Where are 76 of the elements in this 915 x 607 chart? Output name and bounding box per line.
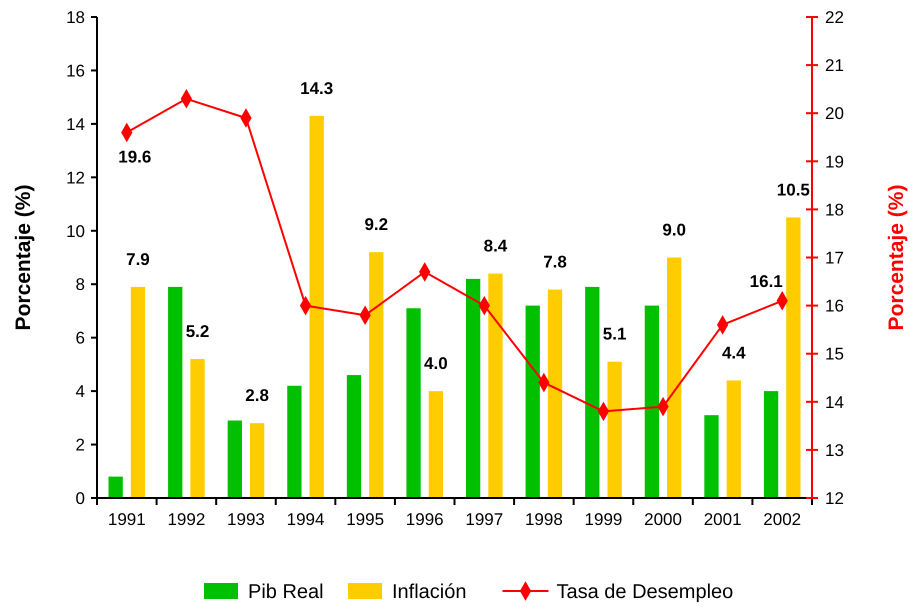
data-label: 9.0 bbox=[662, 220, 686, 240]
y-tick-label: 4 bbox=[76, 382, 85, 402]
y-tick-label: 6 bbox=[76, 328, 85, 348]
bar bbox=[287, 386, 302, 498]
bar bbox=[466, 278, 480, 498]
data-label: 19.6 bbox=[118, 147, 152, 166]
y2-tick-label: 14 bbox=[825, 392, 844, 412]
y2-tick-label: 20 bbox=[825, 104, 844, 124]
x-tick-label: 2001 bbox=[704, 510, 742, 529]
data-label: 7.9 bbox=[126, 250, 150, 269]
data-label: 9.2 bbox=[364, 215, 388, 234]
x-tick-label: 2000 bbox=[644, 510, 682, 529]
data-label: 7.8 bbox=[543, 252, 567, 272]
data-label: 16.1 bbox=[750, 272, 783, 291]
bar bbox=[428, 391, 444, 498]
y-tick-label: 12 bbox=[66, 168, 85, 188]
y2-tick-label: 15 bbox=[825, 344, 844, 364]
y2-tick-label: 16 bbox=[825, 296, 844, 316]
x-tick-label: 1993 bbox=[227, 510, 265, 529]
y2-tick-label: 22 bbox=[825, 8, 844, 27]
x-tick-label: 1998 bbox=[524, 510, 563, 529]
bar bbox=[585, 286, 600, 498]
y2-tick-label: 19 bbox=[825, 152, 844, 172]
legend-label: Inflación bbox=[392, 581, 466, 603]
y2-tick-label: 17 bbox=[825, 248, 844, 268]
x-tick-label: 1992 bbox=[167, 510, 206, 529]
bar bbox=[168, 286, 182, 498]
data-label: 10.5 bbox=[776, 180, 810, 200]
bar bbox=[488, 274, 503, 498]
y-tick-label: 16 bbox=[66, 61, 85, 80]
bar bbox=[644, 306, 660, 498]
y2-tick-label: 13 bbox=[825, 440, 844, 460]
data-label: 14.3 bbox=[300, 78, 334, 98]
y-tick-label: 10 bbox=[66, 222, 85, 241]
data-label: 8.4 bbox=[484, 236, 508, 256]
y-tick-label: 2 bbox=[76, 436, 85, 455]
x-tick-label: 1996 bbox=[406, 510, 444, 529]
bar bbox=[346, 375, 362, 498]
y2-tick-label: 12 bbox=[825, 489, 844, 508]
bar bbox=[369, 252, 384, 498]
x-tick-label: 1995 bbox=[346, 510, 384, 529]
bar bbox=[108, 476, 123, 498]
y-tick-label: 8 bbox=[76, 275, 85, 294]
x-tick-label: 1991 bbox=[108, 510, 146, 529]
bar bbox=[764, 391, 778, 498]
y-tick-label: 14 bbox=[66, 114, 85, 134]
bar bbox=[548, 290, 562, 498]
x-tick-label: 1994 bbox=[286, 510, 324, 529]
bar bbox=[607, 362, 622, 498]
data-label: 5.2 bbox=[186, 322, 210, 342]
bar bbox=[130, 286, 146, 498]
bar bbox=[786, 217, 801, 498]
data-label: 4.0 bbox=[424, 354, 448, 374]
bar bbox=[726, 380, 741, 498]
legend-label: Tasa de Desempleo bbox=[556, 581, 734, 603]
data-label: 2.8 bbox=[245, 386, 269, 406]
y-axis-title: Porcentaje (%) bbox=[12, 184, 35, 330]
y2-axis-title: Porcentaje (%) bbox=[885, 184, 908, 330]
y2-tick-label: 21 bbox=[825, 56, 844, 76]
x-tick-label: 2002 bbox=[763, 510, 802, 529]
bar bbox=[190, 359, 205, 498]
bar bbox=[310, 116, 324, 498]
legend-label: Pib Real bbox=[248, 581, 324, 603]
x-tick-label: 1997 bbox=[465, 510, 504, 529]
y-tick-label: 18 bbox=[66, 8, 85, 27]
data-label: 5.1 bbox=[602, 324, 626, 344]
bar bbox=[526, 306, 540, 498]
y2-tick-label: 18 bbox=[825, 200, 844, 220]
x-tick-label: 1999 bbox=[584, 510, 622, 529]
y-tick-label: 0 bbox=[76, 489, 85, 508]
bar bbox=[704, 415, 719, 498]
bar bbox=[406, 308, 421, 498]
bar bbox=[667, 258, 682, 498]
data-label: 4.4 bbox=[722, 343, 746, 362]
bar bbox=[250, 423, 264, 498]
bar bbox=[228, 420, 242, 498]
